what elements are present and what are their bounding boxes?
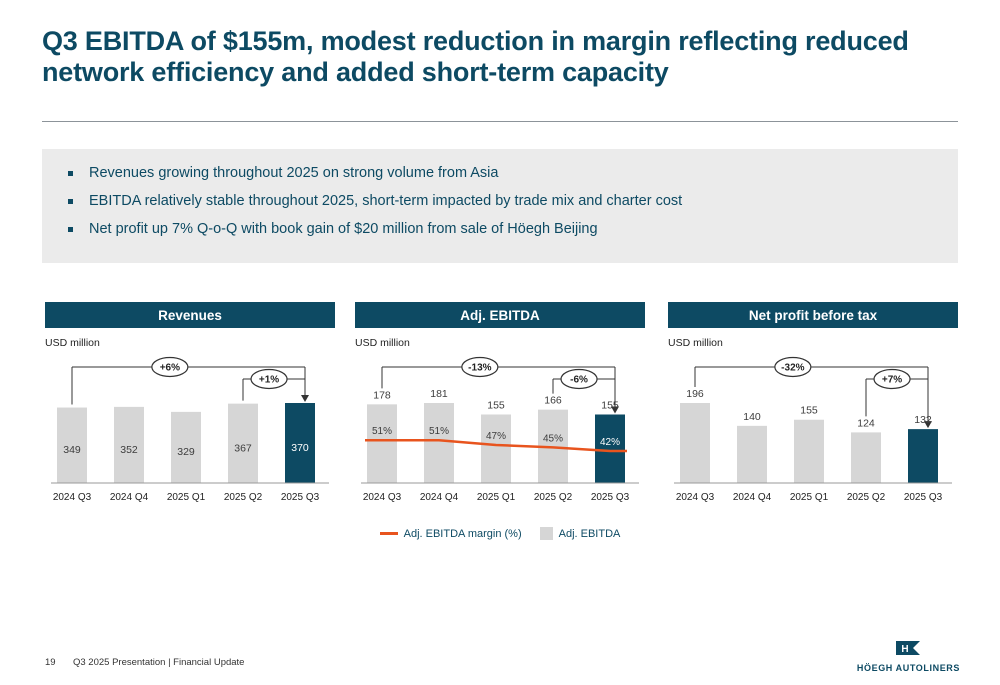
chart-panel-revenues: Revenues USD million 349 352 329 367 370 +6% +… <box>45 302 335 511</box>
footer-text: Q3 2025 Presentation | Financial Update <box>73 657 245 668</box>
svg-text:2024 Q4: 2024 Q4 <box>733 492 772 503</box>
adj-ebitda-bar-chart: 178 181 155 166 155 51% 51% 47% 45% 42% -13% -6% 202… <box>361 356 639 503</box>
svg-text:196: 196 <box>686 388 704 400</box>
svg-text:2025 Q3: 2025 Q3 <box>591 492 630 503</box>
svg-text:370: 370 <box>291 442 309 454</box>
svg-text:47%: 47% <box>486 431 506 442</box>
bullet-item: EBITDA relatively stable throughout 2025… <box>68 192 932 210</box>
key-messages-box: Revenues growing throughout 2025 on stro… <box>42 149 958 263</box>
svg-text:2025 Q2: 2025 Q2 <box>847 492 886 503</box>
svg-text:H: H <box>902 644 909 655</box>
svg-text:2025 Q2: 2025 Q2 <box>534 492 573 503</box>
svg-text:51%: 51% <box>372 426 392 437</box>
chart-title-adj-ebitda: Adj. EBITDA <box>355 302 645 328</box>
svg-text:155: 155 <box>601 399 619 411</box>
svg-text:2025 Q1: 2025 Q1 <box>477 492 516 503</box>
svg-text:42%: 42% <box>600 437 620 448</box>
svg-text:352: 352 <box>120 444 138 456</box>
legend-item-ebitda: Adj. EBITDA <box>539 527 621 540</box>
svg-text:2024 Q4: 2024 Q4 <box>420 492 459 503</box>
svg-text:155: 155 <box>487 399 505 411</box>
svg-text:45%: 45% <box>543 433 563 444</box>
svg-text:-13%: -13% <box>468 363 491 374</box>
svg-text:2024 Q3: 2024 Q3 <box>676 492 715 503</box>
svg-text:178: 178 <box>373 389 391 401</box>
chart-title-net-profit: Net profit before tax <box>668 302 958 328</box>
chart-panel-adj-ebitda: Adj. EBITDA USD million 178 181 155 166 155 5… <box>355 302 645 511</box>
page-number: 19 <box>45 657 56 668</box>
svg-text:2025 Q3: 2025 Q3 <box>281 492 320 503</box>
svg-text:367: 367 <box>234 442 252 454</box>
unit-label: USD million <box>355 337 410 349</box>
svg-text:2025 Q3: 2025 Q3 <box>904 492 943 503</box>
chart-title-revenues: Revenues <box>45 302 335 328</box>
bullet-text: Revenues growing throughout 2025 on stro… <box>89 165 499 181</box>
unit-label: USD million <box>45 337 100 349</box>
svg-text:166: 166 <box>544 395 562 407</box>
company-logo: H HÖEGH AUTOLINERS <box>857 640 960 673</box>
svg-text:-32%: -32% <box>781 363 804 374</box>
bullet-icon <box>68 198 73 204</box>
svg-text:-6%: -6% <box>570 375 588 386</box>
svg-text:2024 Q3: 2024 Q3 <box>363 492 402 503</box>
ebitda-chart-legend: Adj. EBITDA margin (%) Adj. EBITDA <box>355 527 645 540</box>
bullet-item: Revenues growing throughout 2025 on stro… <box>68 165 932 182</box>
title-divider <box>42 121 958 122</box>
svg-text:329: 329 <box>177 446 195 458</box>
unit-label: USD million <box>668 337 723 349</box>
svg-text:2025 Q2: 2025 Q2 <box>224 492 263 503</box>
svg-text:2024 Q4: 2024 Q4 <box>110 492 149 503</box>
svg-text:155: 155 <box>800 405 818 417</box>
hoegh-flag-icon: H <box>896 641 921 655</box>
bullet-item: Net profit up 7% Q-o-Q with book gain of… <box>68 220 932 238</box>
net-profit-bar-chart: 196 140 155 124 132 -32% +7% 2024 Q3 2024 Q4 2025… <box>674 356 952 503</box>
svg-text:181: 181 <box>430 388 448 400</box>
svg-text:349: 349 <box>63 444 81 456</box>
svg-text:+7%: +7% <box>882 375 902 386</box>
svg-text:140: 140 <box>743 411 761 423</box>
bullet-text: Net profit up 7% Q-o-Q with book gain of… <box>89 220 598 237</box>
svg-text:124: 124 <box>857 417 875 429</box>
svg-text:132: 132 <box>914 414 932 426</box>
svg-text:2024 Q3: 2024 Q3 <box>53 492 92 503</box>
margin-line-swatch <box>379 532 398 535</box>
legend-item-margin: Adj. EBITDA margin (%) <box>379 527 522 540</box>
svg-text:51%: 51% <box>429 426 449 437</box>
chart-panel-net-profit: Net profit before tax USD million 196 140… <box>668 302 958 511</box>
svg-text:+6%: +6% <box>160 363 180 374</box>
ebitda-bar-swatch <box>539 527 553 540</box>
bullet-text: EBITDA relatively stable throughout 2025… <box>89 192 683 209</box>
slide-title: Q3 EBITDA of $155m, modest reduction in … <box>42 26 909 88</box>
svg-text:2025 Q1: 2025 Q1 <box>167 492 206 503</box>
bullet-icon <box>68 226 73 232</box>
legend-label: Adj. EBITDA <box>558 527 621 540</box>
svg-text:2025 Q1: 2025 Q1 <box>790 492 829 503</box>
logo-text: HÖEGH AUTOLINERS <box>856 663 960 673</box>
revenues-bar-chart: 349 352 329 367 370 +6% +1% 2024 Q3 2024 Q4 2025 … <box>51 356 329 503</box>
legend-label: Adj. EBITDA margin (%) <box>403 527 522 540</box>
bullet-icon <box>68 171 73 176</box>
svg-text:+1%: +1% <box>259 375 279 386</box>
